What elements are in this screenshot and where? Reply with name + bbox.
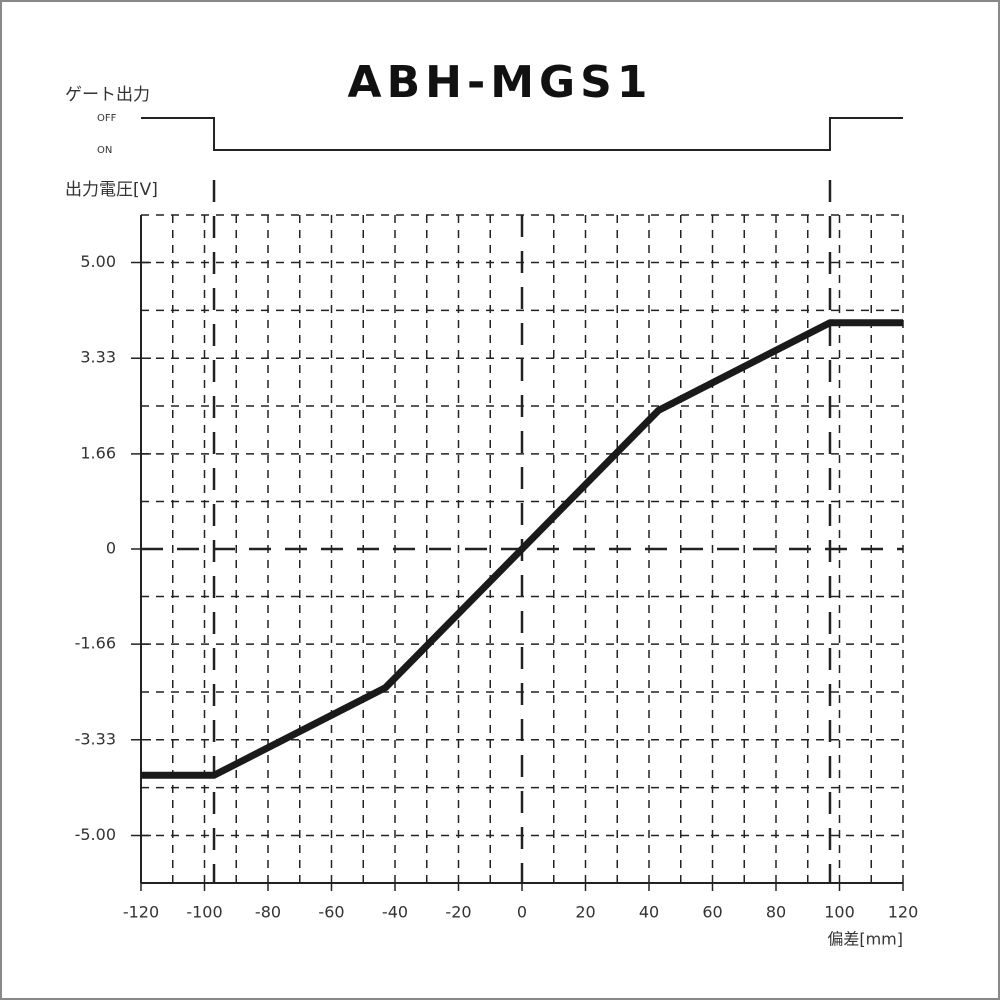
gate-signal xyxy=(141,117,903,151)
y-tick-label: 5.00 xyxy=(80,252,116,271)
y-tick-label: -5.00 xyxy=(75,825,116,844)
x-axis-label: 偏差[mm] xyxy=(827,930,903,949)
x-tick-label: 100 xyxy=(824,903,855,922)
gate-off-label: OFF xyxy=(97,113,117,124)
gate-on-label: ON xyxy=(97,145,112,156)
x-tick-label: -100 xyxy=(186,903,222,922)
x-tick-label: -120 xyxy=(123,903,159,922)
y-tick-label: 0 xyxy=(106,539,116,558)
x-tick-label: 80 xyxy=(766,903,786,922)
x-tick-label: -80 xyxy=(255,903,281,922)
x-tick-label: -40 xyxy=(382,903,408,922)
x-tick-label: -20 xyxy=(445,903,471,922)
x-tick-label: -60 xyxy=(318,903,344,922)
data-line xyxy=(141,319,903,779)
x-tick-label: 20 xyxy=(575,903,595,922)
gate-title: ゲート出力 xyxy=(65,85,150,105)
x-tick-label: 60 xyxy=(702,903,722,922)
chart-title: ABH-MGS1 xyxy=(348,57,653,108)
y-tick-label: -3.33 xyxy=(75,729,116,748)
y-axis-label: 出力電圧[V] xyxy=(65,180,158,200)
x-tick-label: 120 xyxy=(888,903,919,922)
y-tick-label: 3.33 xyxy=(80,348,116,367)
x-tick-label: 0 xyxy=(517,903,527,922)
x-tick-label: 40 xyxy=(639,903,659,922)
y-tick-label: -1.66 xyxy=(75,634,116,653)
y-tick-label: 1.66 xyxy=(80,443,116,462)
